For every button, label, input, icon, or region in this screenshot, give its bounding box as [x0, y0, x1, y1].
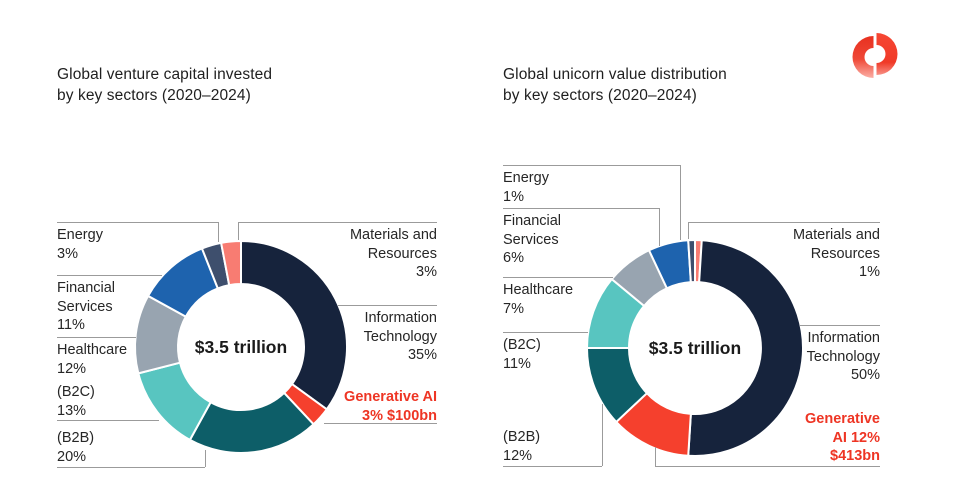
- callout-materials: Materials and Resources 1%: [720, 226, 880, 282]
- leader-line-healthcare: [57, 337, 136, 338]
- leader-line-healthcare: [503, 277, 613, 278]
- callout-value: 1%: [503, 188, 524, 205]
- callout-information-technology: Information Technology 50%: [720, 329, 880, 385]
- callout-label: Generative AI: [344, 389, 437, 405]
- leader-line-financial-services-drop: [659, 208, 660, 246]
- callout-label: (B2B): [503, 429, 541, 445]
- callout-value: 20%: [57, 448, 87, 465]
- callout-b2b: (B2B) 20%: [57, 429, 94, 466]
- callout-generative-ai: Generative AI 3% $100bn: [277, 388, 437, 425]
- callout-value: 11%: [57, 317, 85, 333]
- callout-label: Materials and: [792, 227, 880, 243]
- leader-line-materials-drop: [688, 222, 689, 239]
- callout-label: (B2C): [57, 384, 95, 400]
- callout-label: Energy: [57, 227, 103, 243]
- callout-label: Technology: [363, 328, 437, 345]
- callout-value: 3% $100bn: [362, 407, 437, 424]
- callout-label: (B2C): [503, 337, 541, 353]
- callout-value: 12%: [57, 360, 87, 377]
- callout-value: 6%: [503, 250, 524, 266]
- donut-center-value: $3.5 trillion: [648, 338, 742, 358]
- leader-line-b2c: [503, 332, 588, 333]
- leader-line-materials: [238, 222, 437, 223]
- callout-healthcare: Healthcare 12%: [57, 341, 127, 378]
- callout-label: Resources: [810, 245, 880, 262]
- logo-left-half: [852, 36, 874, 78]
- chart-title-line2: by key sectors (2020–2024): [57, 87, 251, 104]
- leader-line-financial-services: [503, 208, 659, 209]
- leader-line-financial-services: [57, 275, 162, 276]
- callout-value: 1%: [859, 264, 880, 280]
- leader-line-b2b-riser: [205, 450, 206, 467]
- callout-energy: Energy 1%: [503, 169, 549, 206]
- callout-healthcare: Healthcare 7%: [503, 281, 573, 318]
- callout-value: 12%: [503, 447, 533, 464]
- leader-line-b2b: [57, 467, 205, 468]
- callout-financial-services: Financial Services 11%: [57, 279, 115, 335]
- callout-b2c: (B2C) 13%: [57, 383, 95, 420]
- callout-label: Services: [503, 231, 559, 248]
- callout-label: (B2B): [57, 430, 95, 446]
- callout-label: Generative: [805, 411, 880, 427]
- leader-line-b2c: [57, 420, 159, 421]
- callout-b2b: (B2B) 12%: [503, 428, 540, 465]
- donut-slice-information-technology: [240, 239, 349, 411]
- callout-value: 50%: [850, 367, 880, 383]
- donut-center-value: $3.5 trillion: [194, 337, 288, 357]
- callout-value: AI 12%: [832, 429, 880, 446]
- donut-slice-information-technology: [687, 239, 804, 457]
- leader-line-materials-drop: [238, 222, 239, 240]
- leader-line-energy: [57, 222, 218, 223]
- callout-label: Resources: [367, 245, 437, 262]
- callout-value: $413bn: [830, 448, 880, 464]
- callout-label: Healthcare: [57, 342, 128, 358]
- leader-line-generative-ai-drop: [655, 447, 656, 466]
- leader-line-b2b: [503, 466, 602, 467]
- callout-value: 35%: [407, 347, 437, 363]
- callout-label: Healthcare: [503, 282, 574, 298]
- callout-label: Energy: [503, 170, 549, 186]
- callout-label: Information: [807, 330, 880, 346]
- callout-value: 3%: [416, 264, 437, 280]
- leader-line-energy: [503, 165, 680, 166]
- leader-line-information-technology: [800, 325, 880, 326]
- donut-slice-energy: [687, 238, 696, 284]
- callout-financial-services: Financial Services 6%: [503, 212, 561, 268]
- leader-line-generative-ai: [324, 423, 437, 424]
- chart-title-venture-capital: Global venture capital invested by key s…: [57, 64, 272, 106]
- callout-value: 3%: [57, 245, 78, 262]
- leader-line-generative-ai: [655, 466, 880, 467]
- chart-title-line2: by key sectors (2020–2024): [503, 87, 697, 104]
- leader-line-b2b-riser: [602, 404, 603, 466]
- callout-label: Information: [364, 310, 437, 326]
- callout-value: 11%: [503, 355, 531, 372]
- leader-line-energy-drop: [680, 165, 681, 240]
- callout-energy: Energy 3%: [57, 226, 103, 263]
- callout-label: Financial: [57, 280, 116, 296]
- callout-information-technology: Information Technology 35%: [287, 309, 437, 365]
- donut-chart-venture-capital: [134, 239, 349, 454]
- callout-value: 7%: [503, 300, 524, 317]
- callout-value: 13%: [57, 402, 87, 419]
- leader-line-energy-drop: [218, 222, 219, 242]
- leader-line-information-technology: [338, 305, 437, 306]
- callout-b2c: (B2C) 11%: [503, 336, 541, 373]
- callout-generative-ai: Generative AI 12% $413bn: [728, 410, 880, 466]
- logo-right-half: [876, 33, 898, 75]
- callout-label: Financial: [503, 213, 562, 229]
- callout-label: Services: [57, 298, 113, 315]
- donut-slice-materials-and-resources: [219, 239, 242, 287]
- chart-title-unicorn-value: Global unicorn value distribution by key…: [503, 64, 727, 106]
- chart-title-line1: Global venture capital invested: [57, 66, 273, 83]
- callout-materials: Materials and Resources 3%: [287, 226, 437, 282]
- leader-line-materials: [688, 222, 880, 223]
- chart-title-line1: Global unicorn value distribution: [503, 66, 727, 83]
- brand-logo-icon: [852, 33, 898, 78]
- donut-chart-unicorn-value: [585, 238, 804, 457]
- callout-label: Technology: [806, 348, 880, 365]
- callout-label: Materials and: [349, 227, 437, 243]
